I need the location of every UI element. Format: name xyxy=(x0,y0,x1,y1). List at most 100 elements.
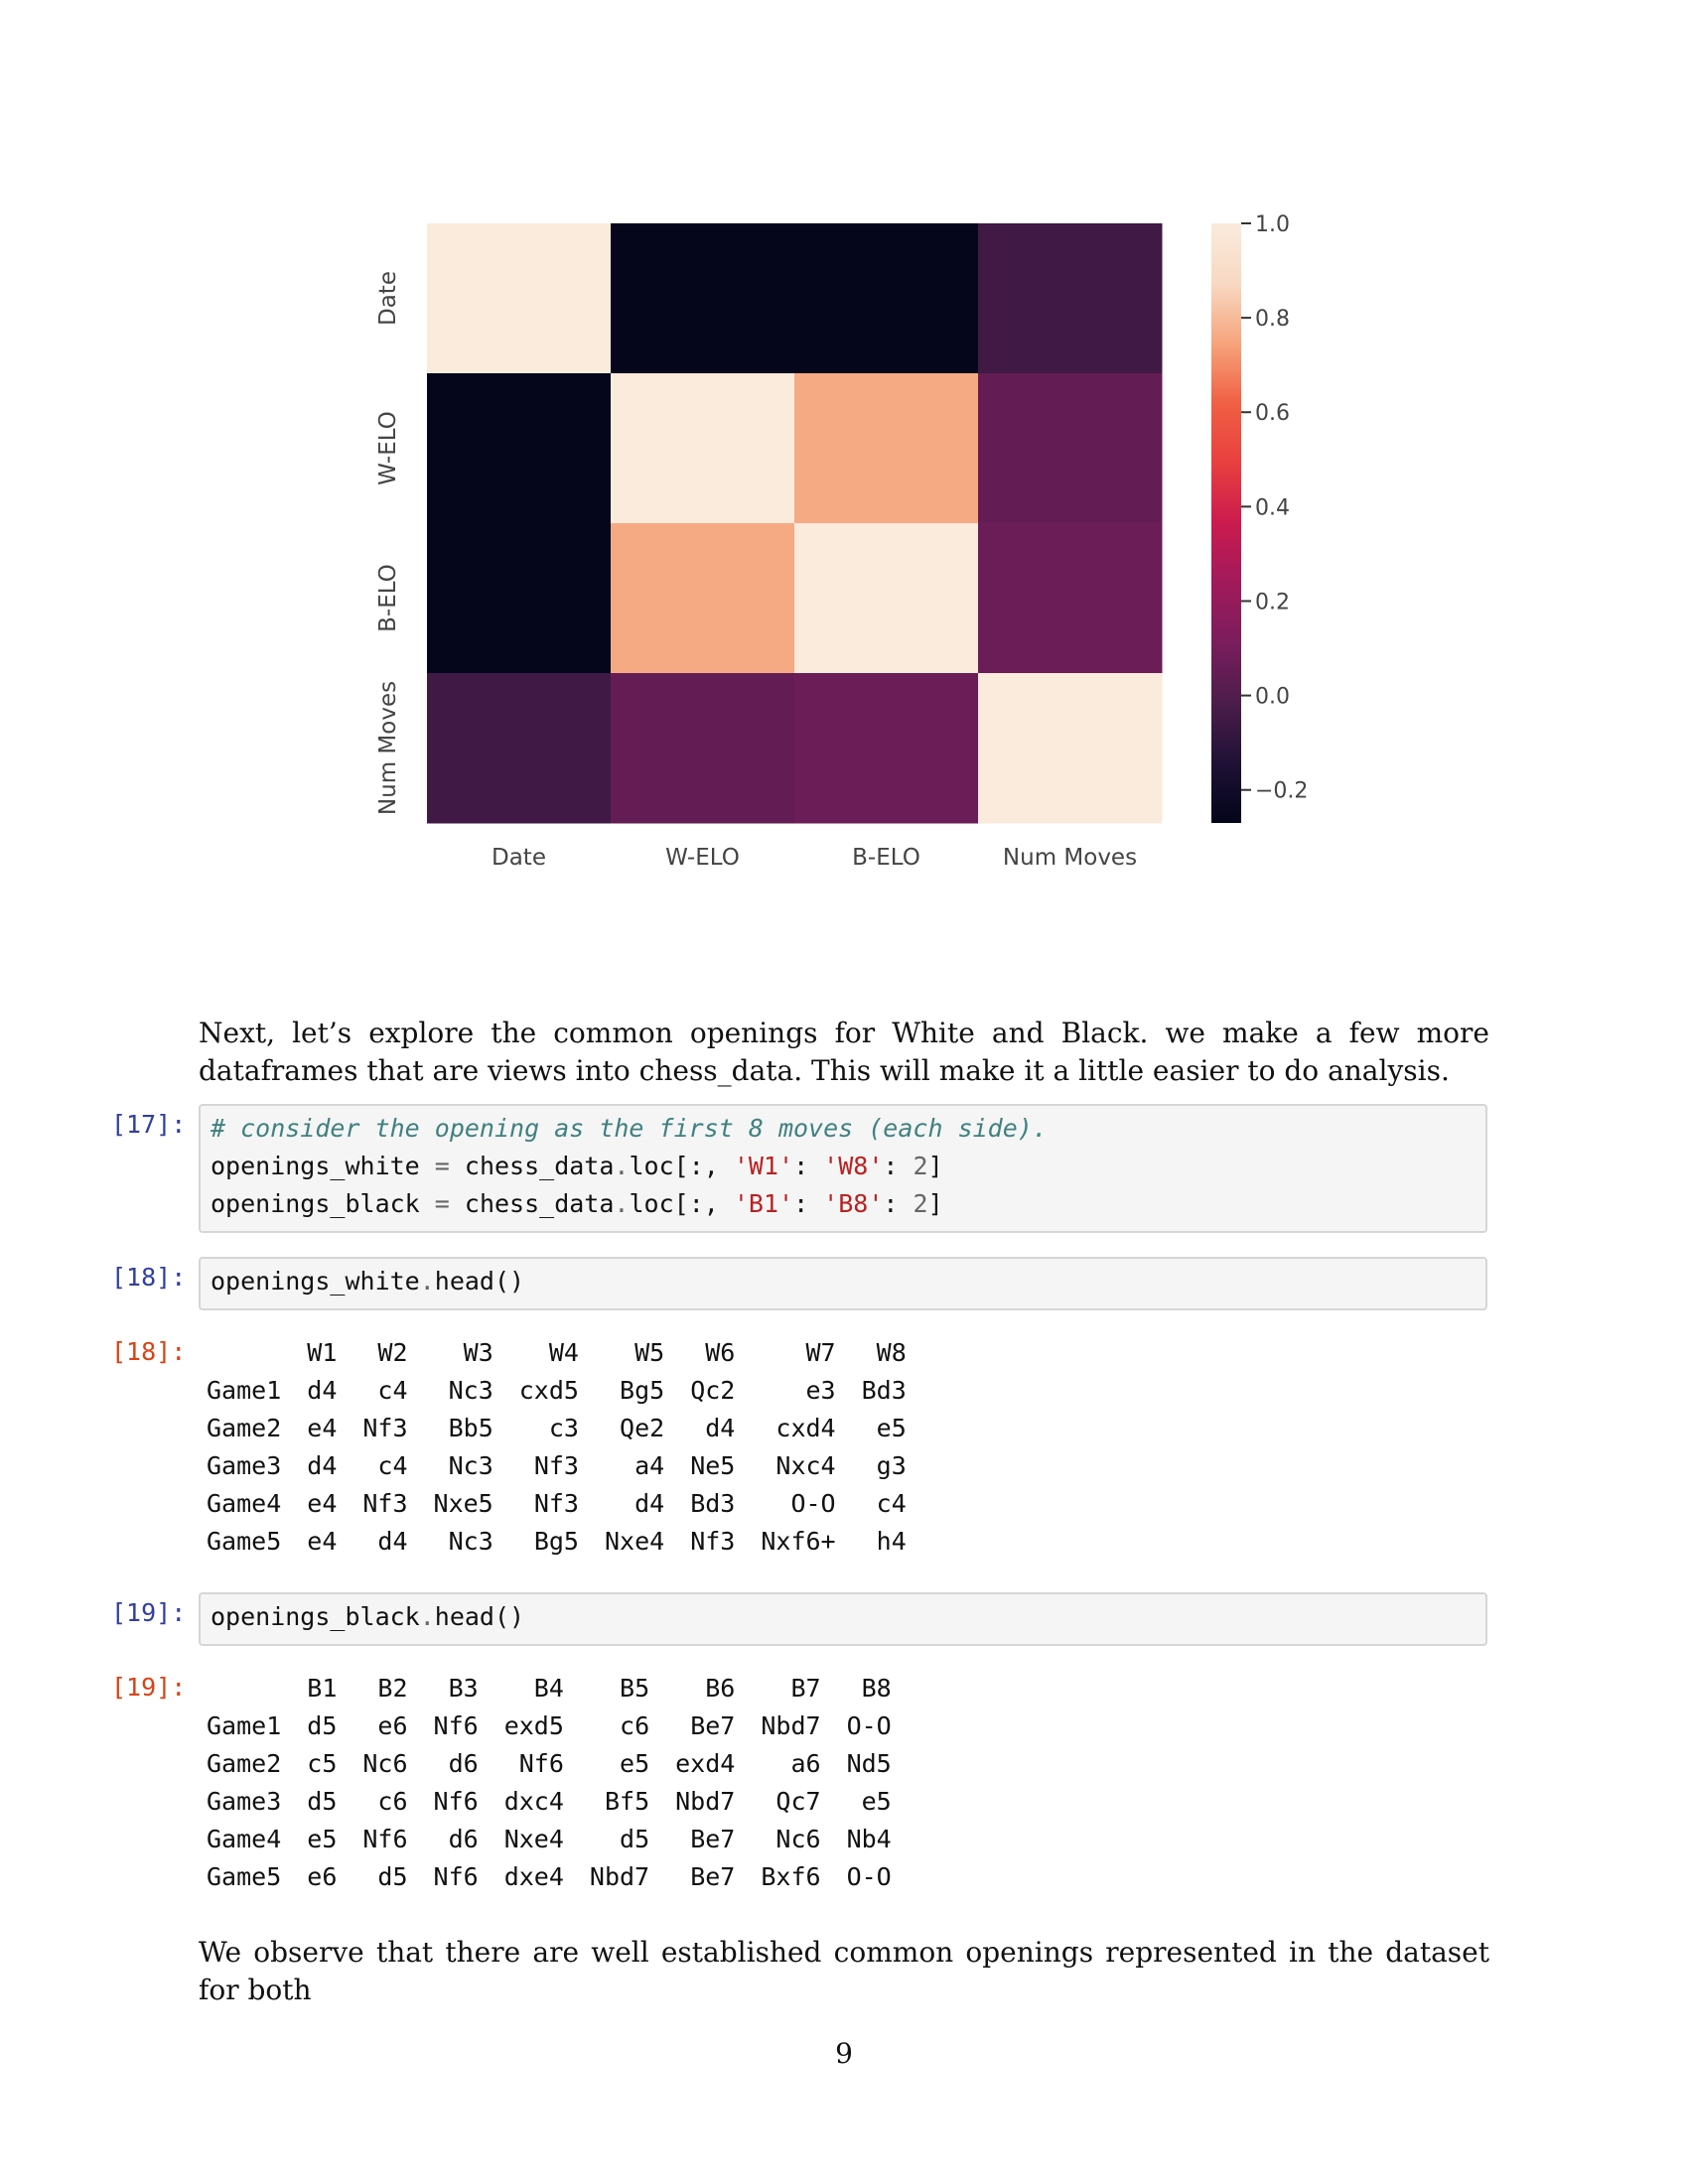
table-cell: e5 xyxy=(861,1786,892,1816)
table-cell: O-O xyxy=(790,1488,836,1518)
colorbar-tick-label: 0.4 xyxy=(1255,495,1290,520)
x-tick-label: Num Moves xyxy=(1003,845,1137,871)
table-cell: Nf6 xyxy=(518,1748,564,1778)
table-row: Game5 e6 d5 Nf6 dxe4 Nbd7 Be7 Bxf6 O-O xyxy=(199,1857,892,1895)
y-tick-label: Date xyxy=(375,271,401,326)
table-cell: Nc6 xyxy=(362,1748,408,1778)
colorbar-tick-label: 0.0 xyxy=(1255,685,1290,710)
heatmap-cell xyxy=(427,373,612,524)
column-header: B5 xyxy=(620,1673,650,1703)
page-number: 9 xyxy=(835,2037,853,2070)
table-row: Game4 e5 Nf6 d6 Nxe4 d5 Be7 Nc6 Nb4 xyxy=(199,1820,892,1857)
row-index: Game5 xyxy=(207,1526,282,1556)
cell-17-code[interactable]: # consider the opening as the first 8 mo… xyxy=(199,1104,1487,1233)
colorbar-tick-label: 0.8 xyxy=(1255,307,1290,332)
row-index: Game3 xyxy=(207,1450,282,1480)
column-header: W2 xyxy=(377,1337,408,1367)
cell-19-in-prompt: [19]: xyxy=(111,1598,187,1627)
heatmap-cell xyxy=(611,373,795,524)
row-index: Game2 xyxy=(207,1413,282,1442)
row-index: Game4 xyxy=(207,1824,282,1853)
table-cell: Bd3 xyxy=(690,1488,736,1518)
table-cell: Nf3 xyxy=(533,1450,579,1480)
column-header: B1 xyxy=(307,1673,338,1703)
table-row: Game4 e4 Nf3 Nxe5 Nf3 d4 Bd3 O-O c4 xyxy=(199,1484,907,1522)
table-corner xyxy=(199,1333,281,1371)
column-header: W4 xyxy=(548,1337,579,1367)
column-header: W5 xyxy=(634,1337,665,1367)
heatmap-cell xyxy=(611,673,795,824)
table-cell: e6 xyxy=(307,1861,338,1891)
colorbar-tick-label: −0.2 xyxy=(1255,779,1308,804)
table-cell: Nd5 xyxy=(846,1748,892,1778)
correlation-heatmap: Date W-ELO B-ELO Num Moves Date W-ELO B-ELO Num… xyxy=(375,212,1308,871)
table-cell: e5 xyxy=(620,1748,650,1778)
openings-black-table: B1 B2 B3 B4 B5 B6 B7 B8 Game1 d5 e6 Nf6 exd5 c6 Be7 Nbd… xyxy=(199,1669,892,1895)
cell-18-in-prompt: [18]: xyxy=(111,1263,187,1292)
heatmap-cell xyxy=(978,673,1163,824)
table-cell: a6 xyxy=(790,1748,821,1778)
table-cell: Nxe4 xyxy=(503,1824,564,1853)
table-header-row: B1 B2 B3 B4 B5 B6 B7 B8 xyxy=(199,1669,891,1706)
heatmap-cell xyxy=(611,523,795,674)
cell-19-out-prompt: [19]: xyxy=(111,1673,187,1702)
table-cell: d4 xyxy=(307,1375,338,1405)
table-row: Game1 d4 c4 Nc3 cxd5 Bg5 Qc2 e3 Bd3 xyxy=(199,1371,907,1409)
table-cell: Nbd7 xyxy=(761,1710,821,1740)
table-cell: d5 xyxy=(307,1786,338,1816)
table-cell: e6 xyxy=(377,1710,408,1740)
column-header: W6 xyxy=(705,1337,736,1367)
cell-18-code[interactable]: openings_white.head() xyxy=(199,1257,1487,1310)
table-row: Game1 d5 e6 Nf6 exd5 c6 Be7 Nbd7 O-O xyxy=(199,1706,892,1744)
table-cell: Nf3 xyxy=(690,1526,736,1556)
table-cell: c3 xyxy=(548,1413,579,1442)
row-index: Game5 xyxy=(207,1861,282,1891)
column-header: B6 xyxy=(705,1673,736,1703)
cell-19-code[interactable]: openings_black.head() xyxy=(199,1592,1487,1646)
column-header: B3 xyxy=(448,1673,479,1703)
code-comment: # consider the opening as the first 8 mo… xyxy=(211,1114,1048,1143)
table-row: Game5 e4 d4 Nc3 Bg5 Nxe4 Nf3 Nxf6+ h4 xyxy=(199,1522,907,1560)
heatmap-cell xyxy=(978,523,1163,674)
table-cell: Nc3 xyxy=(448,1450,493,1480)
cell-17-prompt: [17]: xyxy=(111,1110,187,1139)
table-cell: Nxe4 xyxy=(604,1526,665,1556)
table-cell: e3 xyxy=(805,1375,836,1405)
table-cell: Qe2 xyxy=(620,1413,665,1442)
table-cell: c5 xyxy=(307,1748,338,1778)
table-cell: c6 xyxy=(620,1710,650,1740)
column-header: W7 xyxy=(805,1337,836,1367)
table-cell: d5 xyxy=(377,1861,408,1891)
table-cell: exd5 xyxy=(503,1710,564,1740)
table-cell: Nc3 xyxy=(448,1375,493,1405)
table-cell: Nb4 xyxy=(846,1824,892,1853)
table-cell: dxc4 xyxy=(503,1786,564,1816)
heatmap-cell xyxy=(794,373,979,524)
code-line-white: openings_white = chess_data.loc[:, 'W1':… xyxy=(211,1152,943,1180)
table-row: Game2 c5 Nc6 d6 Nf6 e5 exd4 a6 Nd5 xyxy=(199,1744,892,1782)
colorbar-tick-label: 0.2 xyxy=(1255,590,1290,614)
openings-white-table: W1 W2 W3 W4 W5 W6 W7 W8 Game1 d4 c4 Nc3 cxd5 Bg5 Qc2 e3… xyxy=(199,1333,907,1560)
heatmap-cell xyxy=(794,673,979,824)
heatmap-cell xyxy=(427,223,612,374)
y-tick-label: W-ELO xyxy=(375,411,401,485)
table-cell: e4 xyxy=(307,1413,338,1442)
table-cell: O-O xyxy=(846,1861,892,1891)
table-cell: e4 xyxy=(307,1526,338,1556)
table-row: Game2 e4 Nf3 Bb5 c3 Qe2 d4 cxd4 e5 xyxy=(199,1409,907,1446)
heatmap-cell xyxy=(611,223,795,374)
heatmap-cell xyxy=(794,523,979,674)
table-row: Game3 d4 c4 Nc3 Nf3 a4 Ne5 Nxc4 g3 xyxy=(199,1446,907,1484)
table-cell: c4 xyxy=(377,1375,408,1405)
paragraph-openings-intro: Next, let’s explore the common openings … xyxy=(199,1017,1489,1087)
table-cell: Bb5 xyxy=(448,1413,493,1442)
table-cell: Be7 xyxy=(690,1710,736,1740)
table-cell: e4 xyxy=(307,1488,338,1518)
table-cell: Bg5 xyxy=(533,1526,579,1556)
column-header: B2 xyxy=(377,1673,408,1703)
column-header: W1 xyxy=(307,1337,338,1367)
table-cell: d4 xyxy=(634,1488,665,1518)
table-cell: Nbd7 xyxy=(675,1786,736,1816)
table-cell: Bxf6 xyxy=(761,1861,821,1891)
table-cell: Nf3 xyxy=(362,1413,408,1442)
